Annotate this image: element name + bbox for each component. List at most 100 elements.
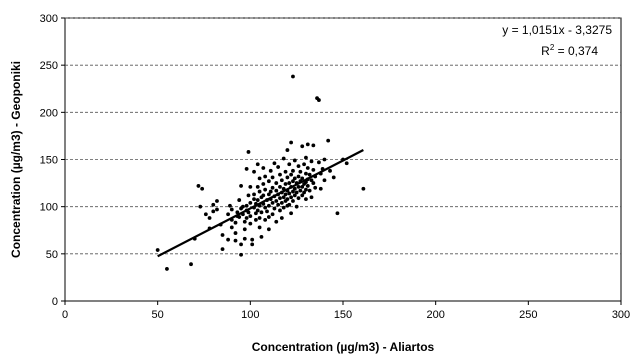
data-point	[257, 189, 262, 194]
data-point	[278, 196, 282, 201]
data-point	[278, 184, 282, 189]
data-point	[292, 186, 297, 191]
data-point	[266, 203, 271, 208]
data-point	[296, 196, 301, 201]
data-point	[274, 181, 279, 185]
data-point	[283, 192, 288, 197]
data-point	[292, 193, 297, 198]
data-point	[237, 215, 242, 219]
data-point	[226, 212, 230, 217]
data-point	[279, 200, 284, 205]
data-point	[305, 184, 310, 188]
data-point	[237, 198, 242, 202]
data-point	[287, 162, 292, 167]
data-point	[300, 193, 305, 198]
data-point	[289, 140, 294, 145]
data-point	[250, 242, 255, 247]
data-point	[281, 156, 286, 161]
data-point	[257, 176, 262, 181]
data-point	[239, 242, 243, 247]
data-point	[328, 168, 332, 173]
data-point	[300, 176, 305, 181]
data-point	[305, 142, 310, 147]
data-point	[226, 237, 230, 242]
data-point	[322, 178, 327, 183]
data-point	[302, 190, 306, 195]
regression-equation: y = 1,0151x - 3,3275	[502, 23, 612, 37]
data-point	[291, 74, 295, 79]
data-point	[272, 161, 277, 166]
data-point	[335, 211, 340, 216]
data-point	[296, 184, 301, 189]
data-point	[165, 267, 169, 271]
data-point	[318, 186, 323, 191]
data-point	[292, 176, 297, 181]
r2-superscript: 2	[550, 43, 555, 52]
data-point	[361, 186, 366, 191]
data-point	[292, 158, 297, 163]
data-point	[233, 220, 238, 225]
data-point	[344, 161, 349, 166]
data-point	[296, 174, 301, 179]
y-tick-label: 0	[52, 296, 58, 308]
data-point	[331, 175, 336, 180]
data-point	[309, 195, 314, 200]
x-tick-label: 250	[519, 309, 537, 321]
data-point	[215, 199, 219, 203]
data-point	[200, 186, 205, 191]
data-point	[283, 182, 288, 186]
data-point	[263, 187, 268, 192]
data-point	[242, 227, 247, 232]
data-point	[211, 209, 216, 214]
data-point	[259, 234, 264, 239]
data-point	[276, 165, 281, 169]
data-point	[252, 169, 256, 174]
data-point	[248, 184, 253, 189]
data-point	[294, 190, 299, 195]
data-point	[265, 209, 269, 214]
data-point	[263, 205, 268, 210]
data-point	[244, 216, 249, 220]
data-point	[289, 211, 294, 216]
data-point	[259, 210, 264, 215]
data-point	[248, 221, 253, 226]
data-point	[261, 193, 266, 198]
data-point	[296, 164, 301, 169]
data-point	[304, 197, 308, 202]
x-tick-label: 100	[241, 309, 259, 321]
x-tick-label: 300	[612, 309, 630, 321]
data-point	[229, 225, 234, 230]
data-point	[311, 181, 316, 185]
data-point	[278, 172, 282, 177]
data-point	[207, 216, 212, 220]
data-point	[291, 199, 295, 203]
data-point	[203, 212, 208, 217]
r-squared-label: R2 = 0,374	[541, 43, 598, 58]
data-point	[274, 188, 279, 193]
data-point	[304, 155, 308, 160]
trendline	[157, 148, 364, 258]
data-point	[311, 167, 316, 172]
data-point	[304, 171, 308, 176]
data-point	[246, 193, 251, 198]
data-point	[291, 168, 295, 173]
data-point	[215, 207, 219, 212]
y-tick-label: 150	[40, 155, 58, 167]
data-point	[248, 200, 253, 205]
data-point	[241, 204, 245, 209]
data-point	[302, 162, 306, 167]
data-point	[279, 178, 284, 183]
data-point	[300, 184, 305, 189]
data-point	[304, 187, 308, 192]
data-point	[309, 178, 314, 183]
data-point	[317, 98, 321, 102]
data-point	[322, 157, 327, 162]
data-point	[281, 205, 286, 210]
data-point	[313, 185, 318, 190]
data-point	[244, 203, 249, 208]
data-point	[266, 192, 271, 197]
data-point	[246, 210, 251, 215]
data-point	[317, 160, 321, 165]
data-point	[294, 204, 299, 209]
